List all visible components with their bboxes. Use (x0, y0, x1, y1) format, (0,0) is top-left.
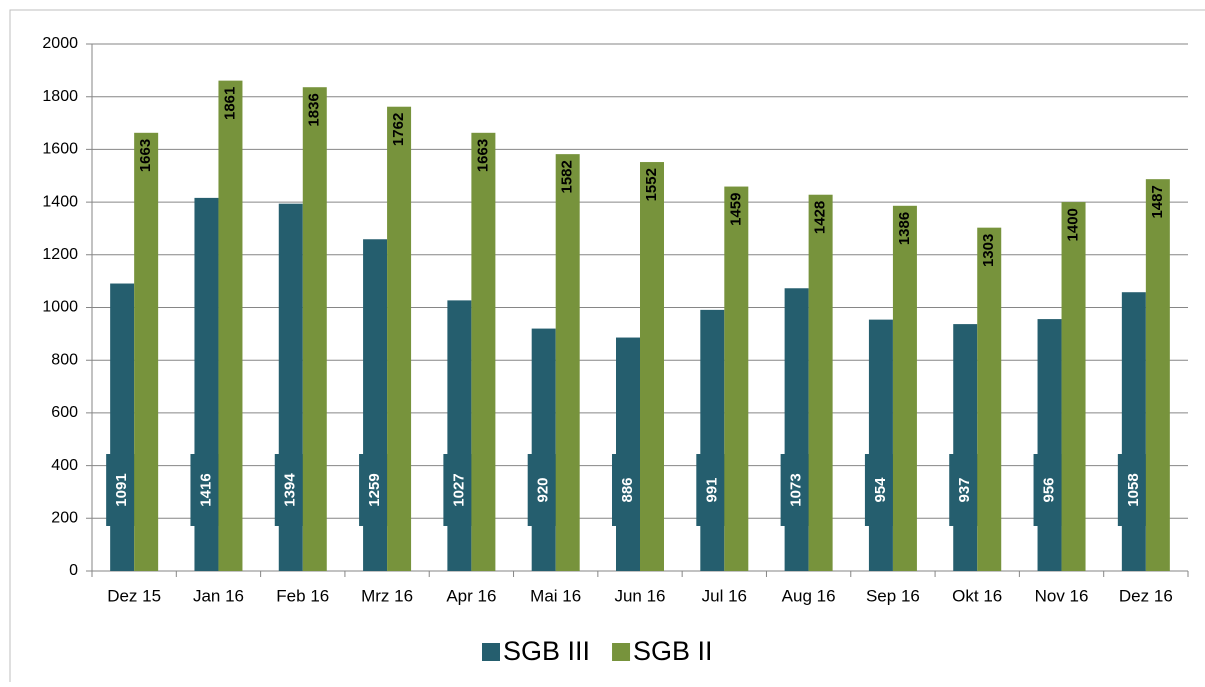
y-tick-label: 2000 (42, 35, 78, 52)
x-tick-label: Jun 16 (614, 586, 665, 605)
data-label: 1394 (282, 473, 299, 507)
data-label: 1091 (113, 473, 130, 506)
bar (1061, 202, 1086, 571)
data-label: 954 (872, 477, 889, 503)
bar (302, 87, 327, 572)
data-label: 1400 (1065, 208, 1082, 241)
data-label: 886 (619, 477, 636, 502)
data-label-box (274, 454, 307, 526)
y-tick-label: 1000 (42, 299, 78, 316)
bar (640, 162, 664, 571)
bar (953, 324, 978, 571)
bar (110, 283, 135, 571)
y-tick-label: 1600 (42, 141, 78, 158)
y-tick-label: 600 (51, 404, 78, 421)
bar (531, 328, 556, 571)
x-tick-label: Sep 16 (866, 586, 920, 605)
data-label: 1303 (980, 234, 997, 267)
x-tick-label: Feb 16 (276, 586, 329, 605)
data-label: 1836 (306, 93, 323, 126)
legend-swatch (482, 643, 500, 661)
data-label: 1416 (197, 473, 214, 506)
x-tick-label: Okt 16 (952, 586, 1002, 605)
data-label: 1073 (788, 473, 805, 506)
bar (892, 205, 917, 571)
bar (134, 132, 159, 571)
data-label: 1663 (474, 139, 491, 172)
bar (784, 288, 809, 571)
data-label: 1386 (896, 212, 913, 245)
data-label: 1552 (643, 168, 660, 201)
data-label-box (106, 454, 139, 526)
legend-label: SGB III (503, 636, 590, 666)
bar (1121, 292, 1146, 571)
bar (555, 154, 580, 571)
data-label-box (780, 454, 813, 526)
data-label: 1663 (137, 139, 154, 172)
x-tick-label: Mai 16 (530, 586, 581, 605)
bar (724, 186, 749, 571)
legend: SGB III SGB II (482, 636, 713, 666)
x-tick-label: Dez 16 (1119, 586, 1173, 605)
data-label: 1762 (390, 113, 407, 146)
legend-swatch (612, 643, 631, 661)
x-tick-label: Aug 16 (782, 586, 836, 605)
x-tick-label: Jan 16 (193, 586, 244, 605)
bar (471, 132, 496, 571)
data-label: 1487 (1149, 185, 1166, 218)
x-tick-label: Dez 15 (107, 586, 161, 605)
data-label-box (1033, 454, 1066, 526)
bar (868, 319, 893, 571)
bar (700, 309, 725, 571)
frame (9, 9, 1205, 682)
data-label: 1259 (366, 473, 383, 506)
data-label: 1428 (812, 201, 829, 234)
y-tick-label: 0 (69, 562, 78, 579)
bar (447, 300, 472, 571)
data-label: 1027 (450, 473, 467, 506)
data-label: 1459 (727, 193, 744, 226)
data-label: 1582 (559, 160, 576, 193)
bar (1145, 179, 1170, 571)
y-tick-label: 1800 (42, 88, 78, 105)
bar (387, 106, 412, 571)
data-label-box (527, 454, 560, 526)
data-label-box (1117, 454, 1150, 526)
data-label: 956 (1041, 477, 1058, 502)
y-tick-label: 1400 (42, 193, 78, 210)
data-label-box (612, 454, 644, 526)
data-label: 920 (535, 477, 552, 502)
data-label: 937 (956, 477, 973, 502)
x-tick-label: Mrz 16 (361, 586, 413, 605)
x-tick-label: Jul 16 (702, 586, 747, 605)
bar (1037, 319, 1062, 571)
bar (808, 194, 833, 572)
legend-label: SGB II (633, 636, 713, 666)
y-tick-label: 400 (51, 457, 78, 474)
y-tick-label: 800 (51, 351, 78, 368)
data-label-box (443, 454, 476, 526)
y-tick-label: 200 (51, 510, 78, 527)
data-label-box (864, 454, 897, 526)
data-label: 1861 (221, 87, 238, 120)
data-label-box (696, 454, 729, 526)
bar (218, 80, 243, 572)
x-tick-label: Apr 16 (446, 586, 496, 605)
data-label-box (190, 454, 223, 526)
x-tick-label: Nov 16 (1035, 586, 1089, 605)
data-label-box (359, 454, 392, 526)
data-label-box (949, 454, 982, 526)
y-tick-label: 1200 (42, 246, 78, 263)
data-label: 991 (703, 477, 720, 502)
bar (977, 227, 1002, 572)
data-label: 1058 (1125, 473, 1142, 506)
